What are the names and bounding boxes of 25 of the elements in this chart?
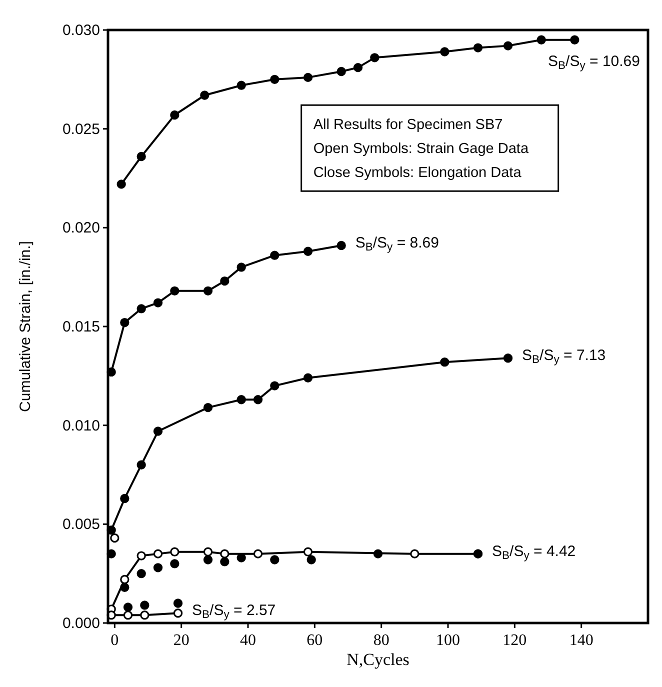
y-tick-label: 0.030: [62, 22, 100, 39]
annotation: Open Symbols: Strain Gage Data: [313, 141, 530, 158]
series-label: S$_{B}$/S$_{y}$ = 10.69: [548, 52, 640, 72]
x-tick-label: 40: [240, 632, 256, 649]
annotation: Close Symbols: Elongation Data: [313, 165, 522, 182]
x-tick-label: 140: [569, 632, 594, 649]
y-tick-label: 0.020: [62, 220, 100, 237]
y-tick-label: 0.010: [62, 417, 100, 434]
series-label: S$_{B}$/S$_{y}$ = 8.69: [355, 234, 439, 254]
x-tick-label: 80: [373, 632, 390, 649]
series-label: S$_{B}$/S$_{y}$ = 7.13: [522, 347, 606, 366]
y-axis-title: Cumulative Strain, [in./in.]: [17, 241, 34, 412]
x-tick-label: 100: [436, 632, 460, 649]
y-tick-label: 0.000: [62, 615, 100, 632]
x-tick-label: 120: [502, 632, 527, 649]
x-tick-label: 20: [173, 632, 190, 649]
y-tick-label: 0.005: [62, 516, 100, 534]
y-tick-label: 0.015: [62, 318, 100, 336]
x-axis-title: N,Cycles: [346, 650, 410, 669]
y-tick-label: 0.025: [62, 120, 100, 138]
series-label: S$_{B}$/S$_{y}$ = 2.57: [192, 602, 276, 621]
annotation: All Results for Specimen SB7: [313, 117, 503, 134]
series-label: S$_{B}$/S$_{y}$ = 4.42: [492, 542, 576, 562]
x-tick-label: 60: [306, 632, 323, 649]
x-tick-label: 0: [110, 632, 119, 649]
